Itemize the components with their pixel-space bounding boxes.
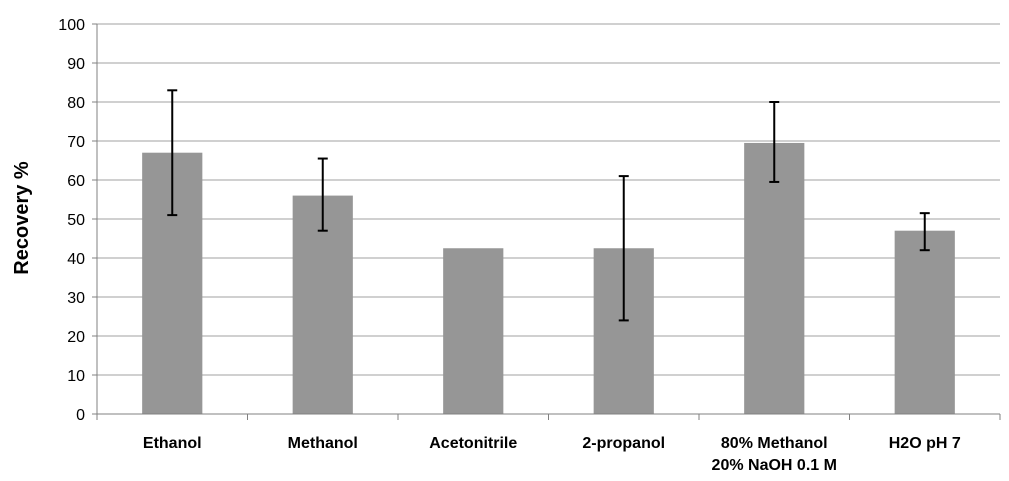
x-category-label: 80% Methanol	[721, 435, 828, 452]
x-category-label: 2-propanol	[582, 435, 665, 452]
y-tick-label: 60	[67, 173, 85, 190]
y-tick-label: 40	[67, 251, 85, 268]
bar	[292, 195, 353, 414]
y-tick-label: 0	[76, 407, 85, 424]
x-category-label: 20% NaOH 0.1 M	[712, 457, 837, 474]
x-category-labels: Ethanol Methanol Acetonitrile 2-propanol 80%…	[143, 435, 961, 474]
x-category-label: Methanol	[288, 435, 358, 452]
y-tick-label: 20	[67, 329, 85, 346]
y-tick-label: 70	[67, 134, 85, 151]
bar	[744, 142, 805, 414]
bar	[443, 248, 504, 414]
axes	[96, 24, 1001, 420]
y-tick-labels: 0 10 20 30 40 50 60 70 80 90 100	[58, 17, 97, 424]
gridlines	[97, 23, 1000, 376]
y-tick-label: 50	[67, 212, 85, 229]
y-axis-title: Recovery %	[11, 161, 33, 275]
x-category-label: Acetonitrile	[429, 435, 517, 452]
y-tick-label: 80	[67, 95, 85, 112]
y-tick-label: 100	[58, 17, 85, 34]
y-tick-label: 30	[67, 290, 85, 307]
error-bars	[167, 89, 930, 322]
y-tick-label: 10	[67, 368, 85, 385]
x-category-label: Ethanol	[143, 435, 202, 452]
x-category-label: H2O pH 7	[889, 435, 961, 452]
y-tick-label: 90	[67, 56, 85, 73]
bar	[894, 230, 955, 414]
bars	[142, 142, 955, 414]
